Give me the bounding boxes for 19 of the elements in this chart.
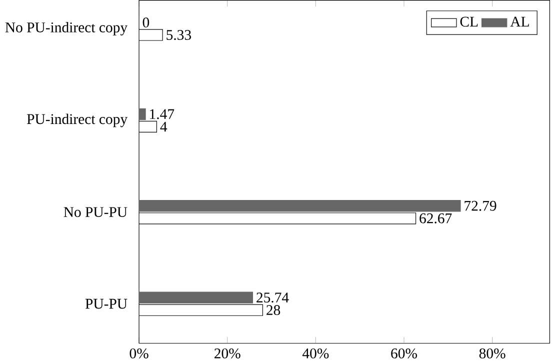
y-tick-label: PU-indirect copy <box>26 114 128 127</box>
x-tick-label: 20% <box>214 348 240 358</box>
data-label: 0 <box>142 17 150 28</box>
data-label: 5.33 <box>166 30 191 40</box>
x-tick-label: 60% <box>391 348 417 358</box>
data-label: 28 <box>266 304 280 315</box>
legend-label: CL <box>460 16 478 26</box>
data-label: 4 <box>160 122 168 132</box>
x-tick-label: 80% <box>479 348 506 358</box>
y-tick-label: PU-PU <box>85 298 128 309</box>
data-label: 62.67 <box>420 213 452 224</box>
y-tick-label: No PU-PU <box>64 207 128 217</box>
data-label: 25.74 <box>256 292 289 302</box>
data-label: 72.79 <box>464 200 496 211</box>
y-tick-label: No PU-indirect copy <box>5 22 128 36</box>
data-label: 1.47 <box>150 109 174 119</box>
x-tick-label: 40% <box>302 348 329 358</box>
x-tick-label: 0% <box>130 348 148 358</box>
legend-label: AL <box>510 16 529 26</box>
